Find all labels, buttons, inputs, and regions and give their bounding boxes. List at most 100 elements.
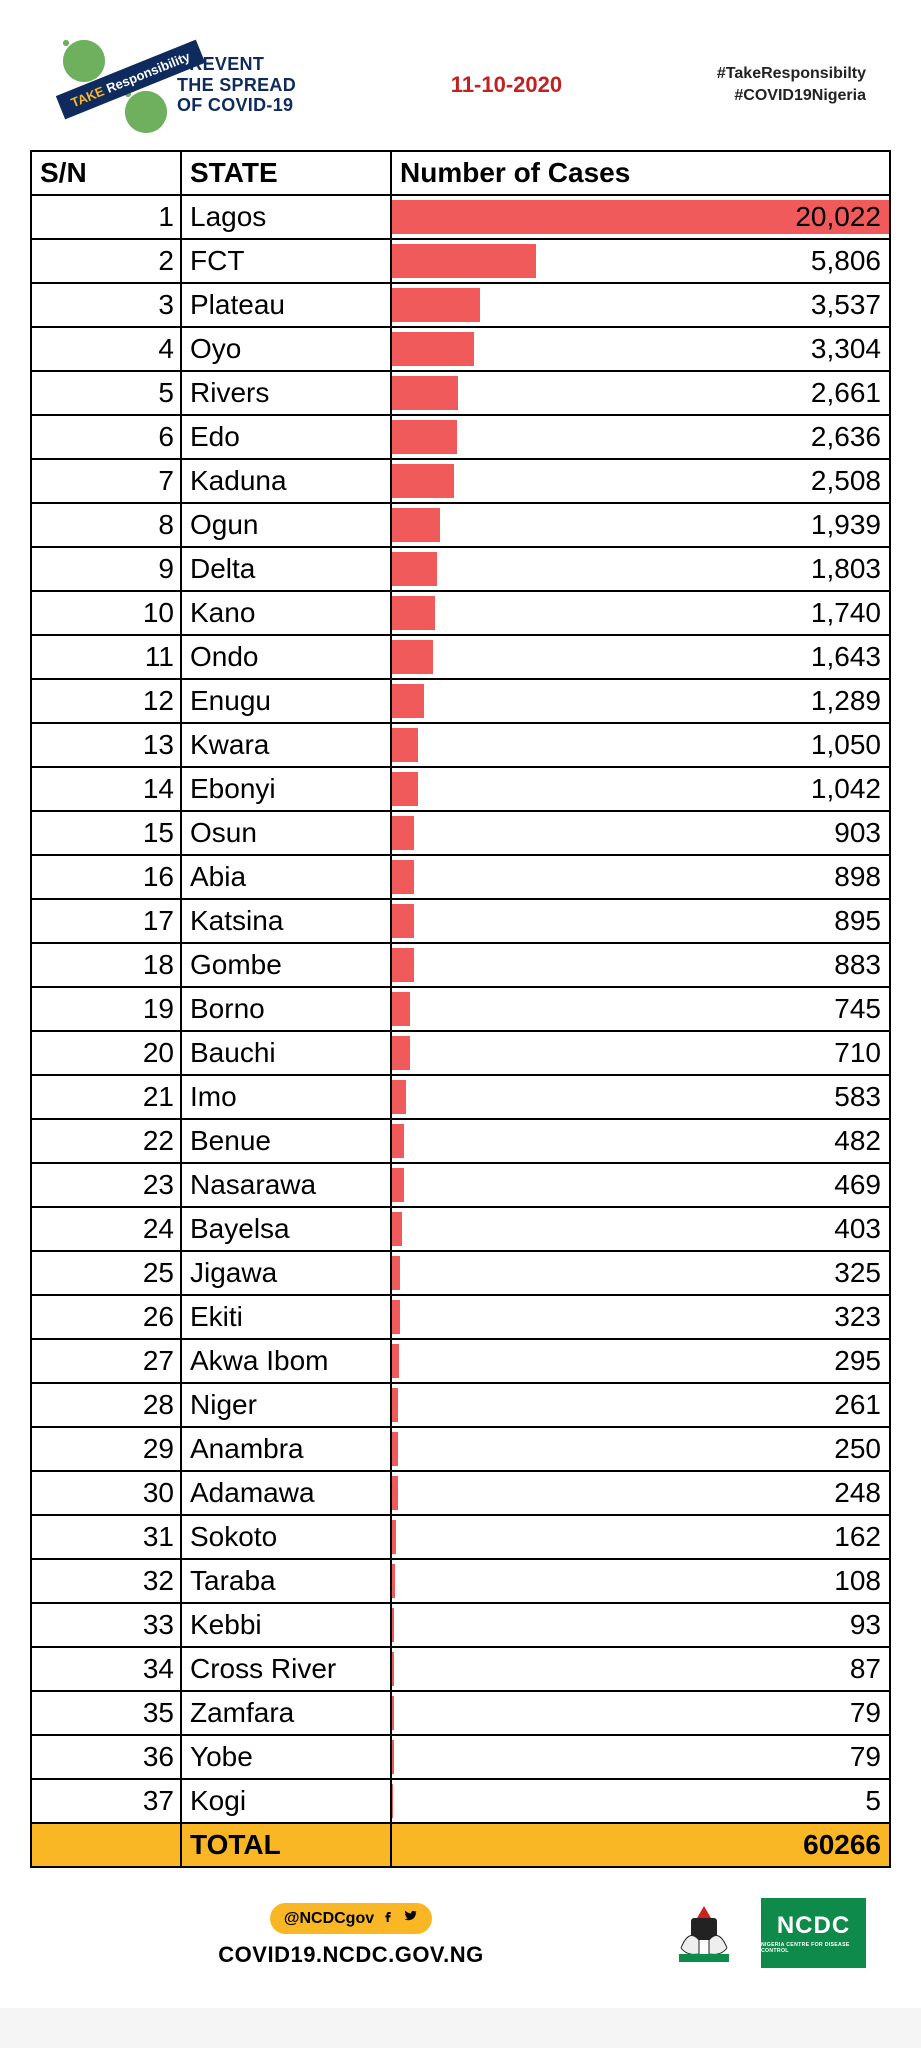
table-row: 20Bauchi710 <box>31 1031 890 1075</box>
ncdc-sublabel: NIGERIA CENTRE FOR DISEASE CONTROL <box>761 1942 866 1954</box>
cases-value: 1,289 <box>811 685 881 717</box>
state-cell: Abia <box>181 855 391 899</box>
cases-cell: 898 <box>391 855 890 899</box>
sn-cell: 4 <box>31 327 181 371</box>
state-cell: Osun <box>181 811 391 855</box>
sn-cell: 29 <box>31 1427 181 1471</box>
bar <box>392 1168 404 1202</box>
bar <box>392 508 440 542</box>
table-row: 14Ebonyi1,042 <box>31 767 890 811</box>
bar <box>392 376 458 410</box>
sn-cell: 16 <box>31 855 181 899</box>
cases-cell: 108 <box>391 1559 890 1603</box>
cases-cell: 295 <box>391 1339 890 1383</box>
cases-value: 2,636 <box>811 421 881 453</box>
cases-value: 250 <box>834 1433 881 1465</box>
state-cell: Kano <box>181 591 391 635</box>
cases-cell: 1,740 <box>391 591 890 635</box>
state-cell: FCT <box>181 239 391 283</box>
cases-value: 3,304 <box>811 333 881 365</box>
facebook-icon <box>380 1908 396 1929</box>
state-cell: Imo <box>181 1075 391 1119</box>
table-row: 21Imo583 <box>31 1075 890 1119</box>
page: TAKE Responsibility PREVENT THE SPREAD O… <box>0 0 921 2008</box>
virus-icon <box>63 40 105 82</box>
total-row: TOTAL60266 <box>31 1823 890 1867</box>
table-row: 29Anambra 250 <box>31 1427 890 1471</box>
sn-cell: 6 <box>31 415 181 459</box>
cases-cell: 895 <box>391 899 890 943</box>
bar <box>392 948 414 982</box>
state-cell: Sokoto <box>181 1515 391 1559</box>
state-cell: Kebbi <box>181 1603 391 1647</box>
sn-cell: 3 <box>31 283 181 327</box>
cases-cell: 3,304 <box>391 327 890 371</box>
table-row: 12Enugu1,289 <box>31 679 890 723</box>
sn-cell: 26 <box>31 1295 181 1339</box>
cases-cell: 883 <box>391 943 890 987</box>
bar <box>392 1388 398 1422</box>
bar <box>392 1256 400 1290</box>
hashtag: #TakeResponsibilty <box>717 63 866 85</box>
table-row: 9Delta1,803 <box>31 547 890 591</box>
cases-value: 895 <box>834 905 881 937</box>
sn-cell: 15 <box>31 811 181 855</box>
state-cell: Ebonyi <box>181 767 391 811</box>
cases-value: 898 <box>834 861 881 893</box>
table-row: 7Kaduna2,508 <box>31 459 890 503</box>
cases-value: 323 <box>834 1301 881 1333</box>
table-row: 16Abia 898 <box>31 855 890 899</box>
website-url: COVID19.NCDC.GOV.NG <box>218 1942 483 1968</box>
cases-value: 903 <box>834 817 881 849</box>
twitter-icon <box>402 1908 418 1929</box>
sn-cell: 35 <box>31 1691 181 1735</box>
bar <box>392 1608 394 1642</box>
table-row: 36Yobe79 <box>31 1735 890 1779</box>
cases-table: S/N STATE Number of Cases 1Lagos20,0222F… <box>30 150 891 1868</box>
state-cell: Ondo <box>181 635 391 679</box>
cases-cell: 1,050 <box>391 723 890 767</box>
sn-cell: 17 <box>31 899 181 943</box>
state-cell: Kogi <box>181 1779 391 1823</box>
bar <box>392 1652 394 1686</box>
sn-cell: 23 <box>31 1163 181 1207</box>
cases-value: 162 <box>834 1521 881 1553</box>
state-cell: Anambra <box>181 1427 391 1471</box>
cases-value: 2,508 <box>811 465 881 497</box>
bar <box>392 464 454 498</box>
table-row: 11Ondo1,643 <box>31 635 890 679</box>
footer-top: @NCDCgov COVID19.NCDC.GOV.NG <box>0 1898 921 1968</box>
state-cell: Rivers <box>181 371 391 415</box>
state-cell: Cross River <box>181 1647 391 1691</box>
state-cell: Edo <box>181 415 391 459</box>
cases-cell: 482 <box>391 1119 890 1163</box>
table-row: 13Kwara1,050 <box>31 723 890 767</box>
sn-cell: 8 <box>31 503 181 547</box>
cases-value: 5 <box>865 1785 881 1817</box>
cases-value: 2,661 <box>811 377 881 409</box>
sn-cell: 10 <box>31 591 181 635</box>
table-row: 27Akwa Ibom295 <box>31 1339 890 1383</box>
sn-cell: 27 <box>31 1339 181 1383</box>
col-cases-header: Number of Cases <box>391 151 890 195</box>
logo-block: TAKE Responsibility PREVENT THE SPREAD O… <box>55 45 296 125</box>
table-row: 35Zamfara79 <box>31 1691 890 1735</box>
cases-value: 1,050 <box>811 729 881 761</box>
state-cell: Niger <box>181 1383 391 1427</box>
state-cell: Gombe <box>181 943 391 987</box>
bar <box>392 1520 396 1554</box>
table-row: 30Adamawa248 <box>31 1471 890 1515</box>
handle-text: @NCDCgov <box>284 1910 374 1928</box>
state-cell: Katsina <box>181 899 391 943</box>
hashtag: #COVID19Nigeria <box>717 85 866 107</box>
cases-cell: 3,537 <box>391 283 890 327</box>
sn-cell: 30 <box>31 1471 181 1515</box>
cases-cell: 1,289 <box>391 679 890 723</box>
cases-value: 1,740 <box>811 597 881 629</box>
state-cell: Bayelsa <box>181 1207 391 1251</box>
table-row: 17Katsina 895 <box>31 899 890 943</box>
bar <box>392 640 433 674</box>
sn-cell: 37 <box>31 1779 181 1823</box>
sn-cell: 25 <box>31 1251 181 1295</box>
sn-cell: 24 <box>31 1207 181 1251</box>
